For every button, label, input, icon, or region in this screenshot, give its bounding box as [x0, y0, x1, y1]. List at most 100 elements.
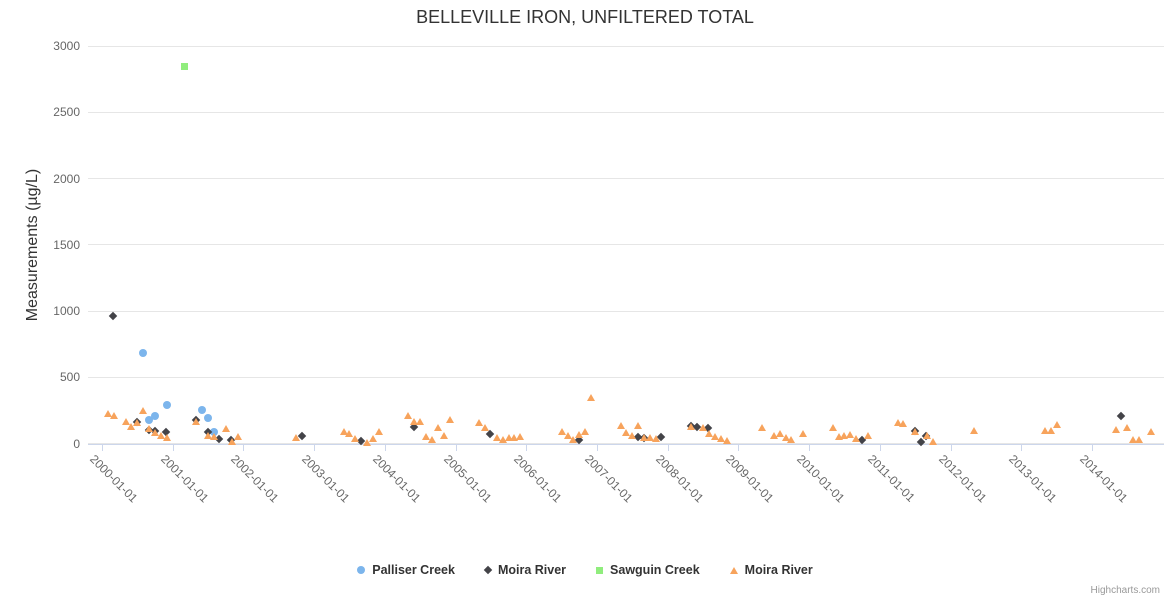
legend-label: Sawguin Creek	[610, 563, 700, 577]
triangle-marker-icon	[729, 566, 738, 574]
data-point-triangle	[922, 432, 931, 440]
highcharts-credits[interactable]: Highcharts.com	[1090, 585, 1160, 596]
data-point-triangle	[1129, 436, 1138, 444]
data-point-triangle	[852, 434, 861, 442]
y-axis-label: 1500	[53, 237, 80, 252]
data-point-triangle	[557, 427, 566, 435]
data-point-triangle	[227, 437, 236, 445]
data-point-triangle	[651, 434, 660, 442]
x-axis-tick	[596, 444, 598, 451]
x-axis-tick	[879, 444, 881, 451]
x-axis-tick	[809, 444, 811, 451]
data-point-triangle	[145, 425, 154, 433]
legend-item-palliser-creek[interactable]: Palliser Creek	[357, 563, 455, 577]
data-point-triangle	[127, 422, 136, 430]
data-point-triangle	[687, 422, 696, 430]
x-axis-tick	[950, 444, 952, 451]
data-point-triangle	[209, 432, 218, 440]
x-axis-tick	[314, 444, 316, 451]
data-point-triangle	[1040, 426, 1049, 434]
data-point-triangle	[781, 433, 790, 441]
data-point-triangle	[121, 418, 130, 426]
data-point-triangle	[204, 432, 213, 440]
data-point-triangle	[1111, 425, 1120, 433]
diamond-marker-icon	[483, 565, 493, 575]
data-point-diamond	[109, 311, 118, 321]
y-axis-label: 500	[59, 370, 80, 385]
data-point-triangle	[369, 435, 378, 443]
data-point-circle	[162, 401, 171, 410]
data-point-triangle	[233, 432, 242, 440]
data-point-triangle	[587, 394, 596, 402]
data-point-triangle	[103, 410, 112, 418]
data-point-triangle	[374, 427, 383, 435]
x-axis-tick	[384, 444, 386, 451]
data-point-triangle	[516, 432, 525, 440]
data-point-triangle	[911, 427, 920, 435]
legend: Palliser Creek Moira River Sawguin Creek Mo…	[0, 563, 1170, 577]
data-point-square	[180, 63, 188, 71]
y-gridline	[88, 244, 1164, 246]
data-point-circle	[139, 349, 148, 358]
square-marker-icon	[596, 566, 604, 574]
y-axis-label: 2000	[53, 171, 80, 186]
x-axis-label: 2011-01-01	[864, 451, 918, 505]
y-gridline	[88, 45, 1164, 47]
data-point-triangle	[769, 431, 778, 439]
data-point-triangle	[928, 437, 937, 445]
x-axis-tick	[738, 444, 740, 451]
data-point-triangle	[410, 417, 419, 425]
data-point-triangle	[404, 411, 413, 419]
data-point-triangle	[345, 430, 354, 438]
data-point-triangle	[840, 432, 849, 440]
data-point-triangle	[363, 438, 372, 446]
data-point-triangle	[970, 427, 979, 434]
legend-label: Moira River	[744, 563, 813, 577]
x-axis-label: 2010-01-01	[794, 451, 848, 505]
data-point-circle	[209, 427, 218, 436]
x-axis-tick	[102, 444, 103, 451]
data-point-triangle	[834, 432, 843, 440]
data-point-triangle	[775, 430, 784, 438]
x-axis-tick	[526, 444, 528, 451]
data-point-triangle	[510, 433, 519, 441]
data-point-triangle	[133, 419, 142, 427]
data-point-triangle	[221, 425, 230, 433]
legend-item-moira-river[interactable]: Moira River	[483, 563, 567, 577]
x-axis-label: 2001-01-01	[157, 451, 212, 505]
x-axis-label: 2003-01-01	[299, 451, 353, 505]
data-point-circle	[198, 405, 207, 414]
data-point-triangle	[699, 424, 708, 432]
data-point-triangle	[581, 428, 590, 436]
data-point-triangle	[422, 432, 431, 440]
data-point-triangle	[192, 418, 201, 426]
x-axis-label: 2009-01-01	[723, 451, 777, 505]
x-axis-label: 2000-01-01	[87, 451, 141, 505]
data-point-triangle	[616, 421, 625, 429]
x-axis-label: 2007-01-01	[582, 451, 636, 505]
y-axis-label: 0	[73, 436, 80, 451]
data-point-triangle	[569, 436, 578, 444]
legend-item-moira-river[interactable]: Moira River	[729, 563, 813, 577]
y-gridline	[88, 310, 1164, 312]
data-point-triangle	[1052, 421, 1061, 429]
x-axis-line	[88, 443, 1164, 445]
data-point-triangle	[475, 419, 484, 427]
data-point-triangle	[339, 427, 348, 435]
data-point-triangle	[634, 421, 643, 429]
data-point-triangle	[864, 431, 873, 439]
data-point-triangle	[427, 436, 436, 444]
data-point-triangle	[481, 423, 490, 431]
x-axis-label: 2013-01-01	[1006, 451, 1060, 505]
legend-item-sawguin-creek[interactable]: Sawguin Creek	[596, 563, 700, 577]
data-point-triangle	[787, 436, 796, 444]
x-axis-tick	[455, 444, 457, 451]
data-point-triangle	[1046, 426, 1055, 434]
data-point-triangle	[622, 429, 631, 437]
data-point-triangle	[109, 411, 118, 419]
data-point-triangle	[828, 424, 837, 432]
data-point-triangle	[1123, 423, 1132, 431]
y-gridline	[88, 376, 1164, 378]
legend-label: Moira River	[497, 563, 567, 577]
